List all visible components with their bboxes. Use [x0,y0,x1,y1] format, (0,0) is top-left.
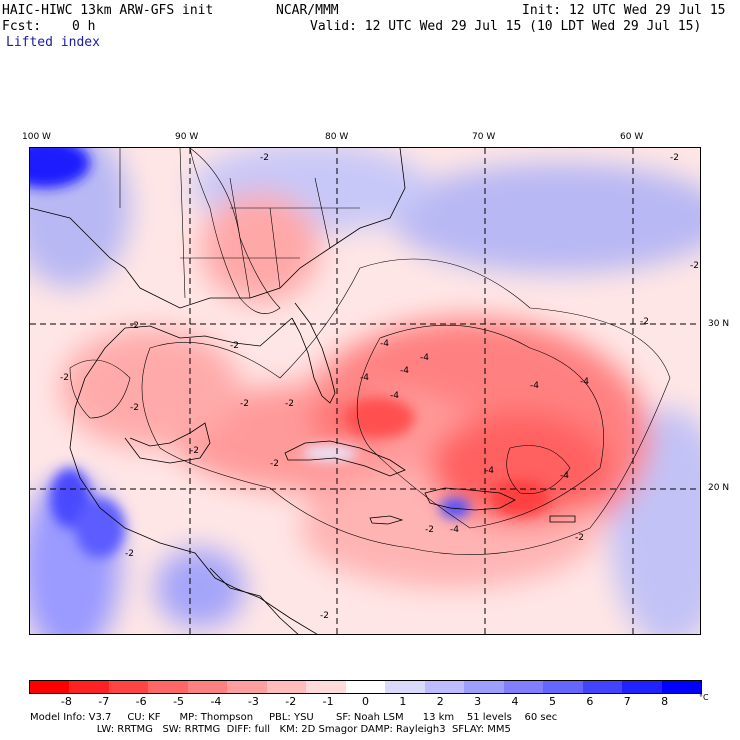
fcst-label: Fcst: [2,19,42,34]
colorbar-swatch [661,681,701,693]
mexico-central-america [69,327,318,634]
colorbar-swatch [69,681,109,693]
colorbar-tick-label: 4 [511,695,519,708]
contour-label: -4 [530,381,539,391]
hispaniola [424,487,516,511]
contour-label: -2 [190,446,199,456]
contour-label: -2 [130,321,139,331]
colorbar-swatch [266,681,307,693]
colorbar [29,680,702,694]
contour-label: -4 [380,339,389,349]
colorbar-tick-label: -8 [60,695,72,708]
contour-label: -4 [560,471,569,481]
colorbar-swatch [543,681,583,693]
colorbar-tick-label: -5 [173,695,185,708]
colorbar-tick-label: 6 [586,695,594,708]
contour-label: -2 [690,261,699,271]
map-canvas: -2 -2 -2 -2 -2 -2 -2 -2 -2 -2 -2 -2 -2 -2 -2 -2 -4 -4 -4 -4… [30,148,700,634]
colorbar-swatch [306,681,346,693]
contour-labels: -2 -2 -2 -2 -2 -2 -2 -2 -2 -2 -2 -2 -2 -2 -2 -2 -4 -4 -4 -4… [60,153,699,621]
lon-label-90w: 90 W [175,132,199,142]
contour-label: -2 [125,549,134,559]
lon-label-70w: 70 W [472,132,496,142]
colorbar-tick-label: -3 [247,695,259,708]
valid-time: Valid: 12 UTC Wed 29 Jul 15 (10 LDT Wed … [310,19,702,34]
contour-label: -2 [230,341,239,351]
lon-label-100w: 100 W [22,132,51,142]
colorbar-swatch [187,681,228,693]
us-coast [30,148,406,309]
contour-label: -2 [320,611,329,621]
org-label: NCAR/MMM [276,3,339,18]
contour-label: -2 [270,459,279,469]
model-info-line2: LW: RRTMG SW: RRTMG DIFF: full KM: 2D Sm… [30,724,511,735]
model-title: HAIC-HIWC 13km ARW-GFS init [2,3,214,18]
colorbar-swatch [227,681,267,693]
jamaica [369,515,404,525]
colorbar-tick-label: -1 [322,695,334,708]
contour-label: -2 [240,399,249,409]
contour-label: -4 [580,377,589,387]
colorbar-swatch [464,681,504,693]
gulf-coast [124,317,293,347]
init-time: Init: 12 UTC Wed 29 Jul 15 [522,3,726,18]
colorbar-tick-label: -4 [210,695,222,708]
field-shading [30,148,700,634]
lifted-index-map: -2 -2 -2 -2 -2 -2 -2 -2 -2 -2 -2 -2 -2 -2 -2 -2 -4 -4 -4 -4… [29,147,701,635]
contour-label: -2 [640,317,649,327]
contour-label: -4 [485,466,494,476]
colorbar-swatch [345,681,386,693]
field-name: Lifted index [6,35,100,50]
florida-peninsula [291,302,336,404]
colorbar-swatch [622,681,662,693]
coastlines [30,148,576,634]
colorbar-tick-label: 5 [548,695,556,708]
model-info-line1: Model Info: V3.7 CU: KF MP: Thompson PBL… [30,712,558,723]
colorbar-swatch [503,681,544,693]
colorbar-swatch [424,681,465,693]
contour-label: -2 [425,525,434,535]
lat-label-30n: 30 N [708,319,730,329]
colorbar-tick-label: 2 [436,695,444,708]
contour-label: -2 [130,403,139,413]
colorbar-swatch [385,681,425,693]
contour-label: -2 [60,373,69,383]
colorbar-swatch [30,681,70,693]
contour-label: -2 [575,533,584,543]
fcst-value: 0 h [72,19,96,34]
colorbar-tick-label: 8 [661,695,669,708]
colorbar-tick-label: 3 [474,695,482,708]
colorbar-swatch [108,681,149,693]
lat-label-20n: 20 N [708,483,730,493]
cuba [284,440,406,477]
contour-label: -4 [360,373,369,383]
colorbar-tick-label: 0 [362,695,369,708]
colorbar-swatch [148,681,188,693]
colorbar-tick-label: -2 [285,695,297,708]
colorbar-tick-label: 7 [623,695,631,708]
contour-label: -4 [450,525,459,535]
contour-label: -4 [420,353,429,363]
contour-label: -2 [285,399,294,409]
contour-label: -4 [400,366,409,376]
contour-label: -2 [670,153,679,163]
colorbar-tick-label: -6 [135,695,147,708]
yucatan [124,422,211,464]
central-america-east [209,567,299,634]
colorbar-tick-label: -7 [98,695,110,708]
colorbar-tick-label: 1 [399,695,407,708]
contour-label: -2 [260,153,269,163]
lon-label-60w: 60 W [620,132,644,142]
contours [69,148,671,555]
lon-label-80w: 80 W [325,132,349,142]
colorbar-swatch [582,681,623,693]
colorbar-unit: °C [699,693,709,702]
lat-lon-grid [30,148,700,634]
puerto-rico [549,515,576,523]
contour-label: -4 [390,391,399,401]
